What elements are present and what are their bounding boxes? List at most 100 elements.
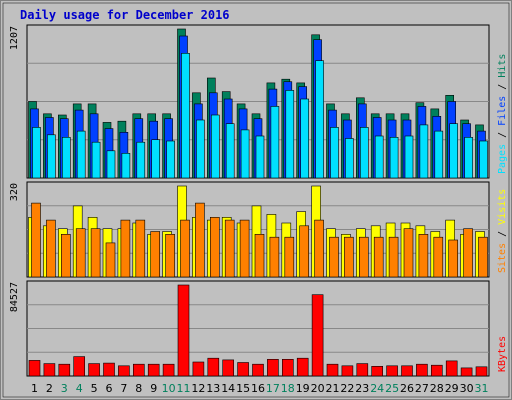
bar-sites-16 [254,234,265,278]
bar-pages-25 [389,137,399,179]
bar-pages-29 [449,123,459,179]
x-tick-label: 23 [355,382,369,395]
bar-pages-28 [434,130,444,179]
bar-kbytes-12 [192,361,205,377]
legend-entry: Hits [497,54,508,78]
legend-separator: / [497,225,508,243]
bar-kbytes-2 [43,363,56,377]
legend: KBytes [497,336,508,372]
bar-pages-14 [225,123,235,179]
bar-sites-1 [31,202,41,278]
bar-sites-30 [463,228,473,278]
x-tick-label: 14 [221,382,235,395]
bar-pages-22 [345,138,354,179]
bar-pages-27 [419,124,429,179]
x-tick-label: 16 [251,382,265,395]
scale-label: 1207 [9,26,20,50]
bar-sites-13 [210,217,220,278]
bar-kbytes-5 [88,363,100,377]
x-tick-label: 2 [46,382,53,395]
x-tick-label: 3 [61,382,68,395]
bar-kbytes-8 [133,363,145,377]
bar-pages-6 [106,150,116,179]
bar-sites-25 [388,236,399,278]
bar-sites-22 [344,236,354,278]
bar-kbytes-28 [430,364,443,377]
bar-pages-9 [151,139,160,179]
bar-pages-2 [47,134,56,179]
bar-sites-27 [418,234,429,278]
x-tick-label: 1 [31,382,38,395]
legend-separator: / [497,126,508,144]
bar-pages-10 [166,140,175,179]
x-tick-label: 15 [236,382,250,395]
bar-kbytes-21 [326,363,339,377]
bar-kbytes-13 [207,357,220,377]
x-tick-label: 19 [296,382,310,395]
bar-pages-19 [300,98,310,179]
bar-kbytes-3 [58,363,71,377]
bar-pages-16 [255,135,265,179]
bar-kbytes-26 [401,365,413,377]
x-tick-label: 7 [120,382,127,395]
bar-sites-12 [195,202,205,278]
x-tick-label: 28 [430,382,444,395]
bar-sites-21 [329,236,339,278]
bar-pages-24 [374,135,384,179]
legend: Sites / Visits [497,189,508,273]
bar-kbytes-31 [475,366,488,377]
bar-pages-31 [479,140,488,179]
bar-kbytes-24 [371,365,384,377]
bar-pages-7 [121,153,131,179]
bar-kbytes-6 [103,362,115,377]
bar-sites-2 [46,219,56,278]
bar-sites-29 [448,239,459,278]
bar-kbytes-17 [267,358,279,377]
bar-sites-17 [269,236,280,278]
x-tick-label: 31 [475,382,489,395]
bar-pages-5 [91,141,101,179]
bar-kbytes-14 [222,359,234,377]
bar-pages-21 [330,127,339,179]
x-tick-label: 24 [370,382,384,395]
panel-hits-files-pages: 1207 Pages / Files / Hits [9,24,508,179]
bar-pages-8 [136,141,146,179]
x-tick-label: 21 [326,382,340,395]
bar-pages-23 [359,127,369,179]
x-tick-label: 8 [135,382,142,395]
x-tick-label: 20 [311,382,325,395]
bar-kbytes-16 [252,363,264,377]
bar-kbytes-18 [281,358,294,377]
bar-kbytes-30 [460,367,473,377]
bar-pages-13 [211,114,220,179]
x-tick-label: 27 [415,382,429,395]
panel-kbytes: 84527 KBytes [9,280,508,377]
legend-entry: Sites [497,243,508,273]
x-tick-label: 11 [177,382,191,395]
x-tick-label: 4 [76,382,83,395]
bar-pages-30 [464,137,473,179]
x-tick-label: 30 [460,382,474,395]
bar-kbytes-15 [237,362,249,377]
bar-kbytes-1 [28,360,41,377]
legend-entry: Pages [497,144,508,174]
bar-sites-9 [150,231,160,278]
bar-pages-17 [270,106,280,179]
bar-sites-23 [358,236,369,278]
bar-sites-20 [314,219,324,278]
bar-pages-4 [76,130,86,179]
bar-pages-11 [181,52,190,179]
bar-sites-10 [165,234,175,278]
x-tick-label: 9 [150,382,157,395]
bar-sites-5 [90,228,101,278]
legend-separator: / [497,78,508,96]
bar-sites-31 [478,236,488,278]
x-tick-label: 12 [191,382,205,395]
x-tick-label: 13 [206,382,220,395]
bar-pages-26 [404,135,414,179]
x-tick-label: 17 [266,382,280,395]
bar-pages-12 [196,119,205,179]
bar-pages-15 [240,129,250,179]
bar-sites-24 [373,236,384,278]
bar-sites-26 [403,228,414,278]
